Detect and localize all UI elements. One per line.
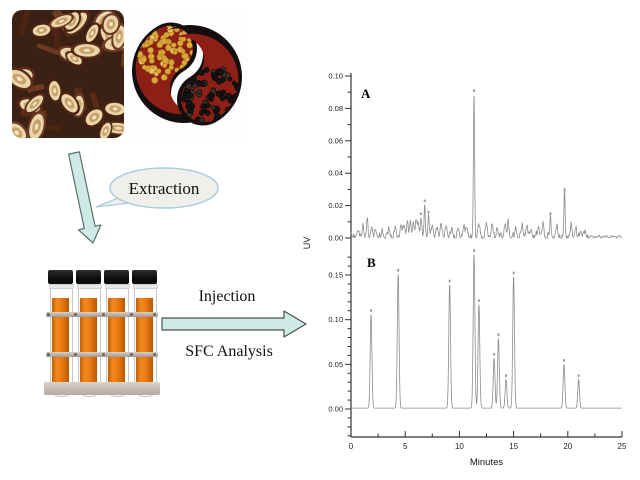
bean-bowls-photo	[127, 10, 248, 138]
peak-number-marker	[497, 333, 500, 336]
x-tick-label: 10	[455, 442, 464, 451]
y-tick-label: 0.00	[328, 405, 343, 414]
peak-number-marker	[577, 374, 580, 377]
peak-number-marker	[473, 249, 476, 252]
y-tick-label: 0.15	[328, 271, 343, 280]
peak-number-marker	[427, 210, 430, 214]
peak-number-marker	[419, 212, 422, 216]
peak-number-marker	[493, 352, 496, 356]
injection-arrow-group: Injection SFC Analysis	[161, 288, 307, 360]
y-tick-label: 0.10	[328, 72, 343, 81]
peak-number-marker	[423, 199, 426, 203]
peak-number-marker	[448, 279, 451, 283]
tube-cap	[76, 270, 101, 284]
x-tick-label: 25	[618, 442, 627, 451]
peak-number-marker	[477, 299, 480, 302]
test-tube	[106, 284, 129, 397]
peak-number-marker	[563, 188, 566, 191]
y-tick-label: 0.05	[328, 360, 343, 369]
peak-number-marker	[370, 309, 373, 312]
chromatogram-chart: 0 5 10 15 20 25 Minutes UV 0.00 0.02 0.04 0.06 0.08 0…	[302, 72, 627, 469]
x-tick-label: 15	[509, 442, 518, 451]
peak-number-marker	[505, 374, 508, 377]
peak-number-marker	[549, 212, 552, 216]
trace-b	[351, 254, 622, 409]
injection-label: Injection	[199, 288, 256, 305]
tube-cap	[132, 270, 157, 284]
panel-a-label: A	[361, 86, 371, 101]
y-tick-label: 0.06	[328, 136, 343, 145]
tube-cap	[104, 270, 129, 284]
tube-neck-ring	[77, 284, 102, 289]
orange-extract-liquid	[108, 298, 125, 393]
y-tick-label: 0.02	[328, 201, 343, 210]
tube-cap	[48, 270, 73, 284]
x-tick-label: 0	[349, 442, 354, 451]
down-arrow-shape	[68, 151, 102, 244]
y-tick-label: 0.00	[328, 234, 343, 243]
extraction-label: Extraction	[129, 179, 200, 198]
y-tick-label: 0.10	[328, 315, 343, 324]
test-tube	[78, 284, 101, 397]
bubble-ellipse	[109, 167, 219, 209]
x-tick-label: 20	[563, 442, 572, 451]
y-tick-label: 0.08	[328, 104, 343, 113]
right-arrow-shape	[161, 310, 307, 338]
test-tube-rack	[44, 262, 160, 402]
orange-extract-liquid	[52, 298, 69, 393]
y-axis-title: UV	[302, 237, 312, 250]
test-tube	[50, 284, 73, 397]
tube-neck-ring	[49, 284, 74, 289]
panel-b-label: B	[367, 255, 376, 270]
peak-number-marker	[563, 359, 566, 362]
tube-neck-ring	[105, 284, 130, 289]
rack-base	[44, 382, 160, 395]
root-slices-photo	[12, 10, 124, 138]
tube-neck-ring	[133, 284, 158, 289]
orange-extract-liquid	[136, 298, 153, 393]
x-axis-title: Minutes	[470, 457, 504, 468]
peak-number-marker	[512, 271, 515, 275]
extraction-arrow	[68, 151, 102, 244]
rack-bar	[46, 352, 158, 357]
sfc-analysis-label: SFC Analysis	[185, 343, 273, 360]
rack-bar	[46, 312, 158, 317]
trace-a	[350, 95, 623, 239]
y-tick-label: 0.04	[328, 169, 343, 178]
x-tick-label: 5	[403, 442, 408, 451]
peak-number-marker	[397, 269, 400, 272]
extraction-bubble: Extraction	[95, 167, 219, 209]
peak-number-marker	[473, 89, 476, 92]
root-slices-art	[12, 10, 124, 138]
test-tube	[134, 284, 157, 397]
orange-extract-liquid	[80, 298, 97, 393]
